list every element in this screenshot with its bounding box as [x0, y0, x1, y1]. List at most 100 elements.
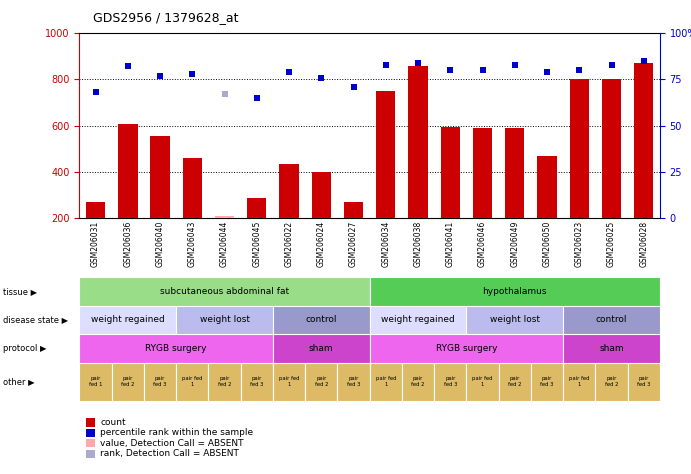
Text: sham: sham: [599, 344, 624, 353]
Text: GSM206049: GSM206049: [510, 221, 520, 267]
Bar: [240, 363, 273, 401]
Text: GSM206045: GSM206045: [252, 221, 261, 267]
Bar: [376, 91, 395, 218]
Bar: [176, 306, 273, 334]
Text: count: count: [100, 418, 126, 427]
Text: weight lost: weight lost: [490, 316, 540, 324]
Bar: [634, 63, 654, 218]
Text: value, Detection Call = ABSENT: value, Detection Call = ABSENT: [100, 439, 244, 448]
Bar: [602, 79, 621, 218]
Bar: [79, 277, 370, 306]
Bar: [79, 334, 273, 363]
Text: RYGB surgery: RYGB surgery: [145, 344, 207, 353]
Bar: [273, 363, 305, 401]
Text: other ▶: other ▶: [3, 377, 35, 386]
Bar: [86, 202, 105, 218]
Bar: [505, 128, 524, 218]
Text: pair
fed 2: pair fed 2: [218, 376, 231, 387]
Text: GSM206028: GSM206028: [639, 221, 648, 267]
Bar: [563, 363, 596, 401]
Text: subcutaneous abdominal fat: subcutaneous abdominal fat: [160, 287, 289, 296]
Text: disease state ▶: disease state ▶: [3, 316, 68, 324]
Text: rank, Detection Call = ABSENT: rank, Detection Call = ABSENT: [100, 449, 239, 458]
Bar: [112, 363, 144, 401]
Bar: [209, 363, 240, 401]
Bar: [563, 334, 660, 363]
Text: pair fed
1: pair fed 1: [278, 376, 299, 387]
Text: pair
fed 2: pair fed 2: [411, 376, 425, 387]
Text: GSM206038: GSM206038: [413, 221, 423, 267]
Text: weight lost: weight lost: [200, 316, 249, 324]
Text: pair
fed 2: pair fed 2: [314, 376, 328, 387]
Bar: [273, 306, 370, 334]
Bar: [79, 363, 112, 401]
Bar: [402, 363, 434, 401]
Text: pair
fed 2: pair fed 2: [508, 376, 522, 387]
Text: weight regained: weight regained: [91, 316, 164, 324]
Text: protocol ▶: protocol ▶: [3, 344, 47, 353]
Text: pair
fed 3: pair fed 3: [540, 376, 553, 387]
Text: pair
fed 3: pair fed 3: [250, 376, 263, 387]
Text: GSM206024: GSM206024: [316, 221, 326, 267]
Bar: [182, 158, 202, 218]
Bar: [596, 363, 627, 401]
Text: RYGB surgery: RYGB surgery: [435, 344, 498, 353]
Bar: [370, 306, 466, 334]
Bar: [441, 127, 460, 218]
Text: pair fed
1: pair fed 1: [182, 376, 202, 387]
Text: GSM206027: GSM206027: [349, 221, 358, 267]
Bar: [279, 164, 299, 218]
Bar: [563, 306, 660, 334]
Bar: [344, 202, 363, 218]
Bar: [473, 128, 492, 218]
Text: GSM206022: GSM206022: [285, 221, 294, 267]
Bar: [151, 136, 170, 218]
Text: GSM206041: GSM206041: [446, 221, 455, 267]
Text: GSM206043: GSM206043: [188, 221, 197, 267]
Bar: [312, 172, 331, 218]
Text: pair fed
1: pair fed 1: [569, 376, 589, 387]
Bar: [273, 334, 370, 363]
Text: GSM206034: GSM206034: [381, 221, 390, 267]
Text: weight regained: weight regained: [381, 316, 455, 324]
Bar: [215, 216, 234, 218]
Bar: [434, 363, 466, 401]
Text: GSM206025: GSM206025: [607, 221, 616, 267]
Bar: [370, 277, 660, 306]
Bar: [408, 65, 428, 218]
Text: tissue ▶: tissue ▶: [3, 287, 37, 296]
Text: pair
fed 2: pair fed 2: [121, 376, 135, 387]
Bar: [118, 125, 138, 218]
Bar: [337, 363, 370, 401]
Text: GSM206036: GSM206036: [123, 221, 133, 267]
Text: pair
fed 1: pair fed 1: [89, 376, 102, 387]
Text: pair
fed 2: pair fed 2: [605, 376, 618, 387]
Bar: [627, 363, 660, 401]
Text: control: control: [596, 316, 627, 324]
Text: sham: sham: [309, 344, 334, 353]
Text: pair
fed 3: pair fed 3: [444, 376, 457, 387]
Text: GSM206031: GSM206031: [91, 221, 100, 267]
Bar: [569, 79, 589, 218]
Bar: [305, 363, 337, 401]
Text: pair fed
1: pair fed 1: [472, 376, 493, 387]
Bar: [466, 363, 499, 401]
Text: control: control: [305, 316, 337, 324]
Bar: [499, 363, 531, 401]
Text: percentile rank within the sample: percentile rank within the sample: [100, 428, 254, 438]
Text: pair
fed 3: pair fed 3: [637, 376, 650, 387]
Bar: [144, 363, 176, 401]
Bar: [531, 363, 563, 401]
Bar: [370, 334, 563, 363]
Bar: [176, 363, 209, 401]
Text: GSM206044: GSM206044: [220, 221, 229, 267]
Text: GSM206023: GSM206023: [575, 221, 584, 267]
Text: pair
fed 3: pair fed 3: [153, 376, 167, 387]
Bar: [370, 363, 402, 401]
Bar: [466, 306, 563, 334]
Text: GDS2956 / 1379628_at: GDS2956 / 1379628_at: [93, 11, 239, 24]
Text: GSM206046: GSM206046: [478, 221, 487, 267]
Text: GSM206040: GSM206040: [155, 221, 164, 267]
Text: GSM206050: GSM206050: [542, 221, 551, 267]
Text: pair fed
1: pair fed 1: [375, 376, 396, 387]
